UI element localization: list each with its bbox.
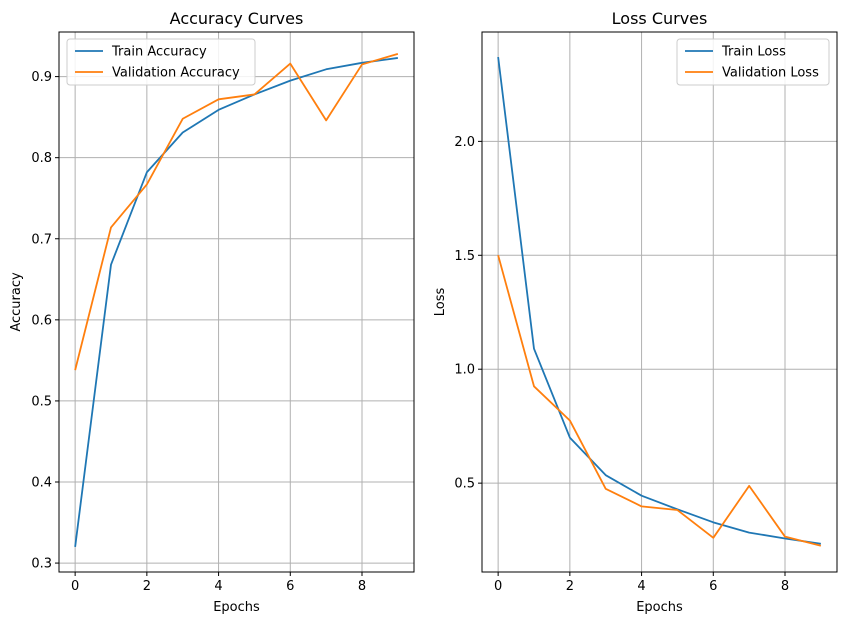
accuracy-y-tick-label: 0.7 (31, 232, 52, 247)
accuracy-x-tick-label: 8 (358, 579, 366, 594)
loss-y-tick-label: 1.0 (454, 363, 475, 378)
loss-x-tick-label: 4 (637, 579, 645, 594)
accuracy-y-tick-label: 0.9 (31, 70, 52, 85)
accuracy-x-axis-label: Epochs (213, 600, 260, 615)
loss-x-axis-label: Epochs (636, 600, 683, 615)
loss-x-tick-label: 8 (781, 579, 789, 594)
accuracy-series-line-train (74, 57, 398, 547)
loss-legend-label: Train Loss (721, 45, 786, 60)
loss-x-tick-label: 0 (494, 579, 502, 594)
accuracy-legend: Train Accuracy Validation Accuracy (66, 38, 256, 86)
accuracy-x-tick-label: 0 (71, 579, 79, 594)
loss-legend: Train Loss Validation Loss (676, 38, 830, 86)
loss-y-tick-label: 1.5 (454, 249, 475, 264)
loss-chart: Loss Curves Epochs Loss 0 2 4 6 8 0.5 1.0 1.5 2.… (433, 9, 838, 615)
accuracy-y-tick-label: 0.8 (31, 151, 52, 166)
accuracy-series-line-validation (74, 53, 399, 371)
accuracy-plot-frame (58, 31, 415, 573)
accuracy-legend-box (66, 38, 256, 86)
loss-legend-box (676, 38, 830, 86)
accuracy-x-tick-label: 2 (143, 579, 151, 594)
accuracy-y-tick-label: 0.4 (31, 476, 52, 491)
accuracy-legend-label: Train Accuracy (111, 45, 207, 60)
accuracy-y-tick-label: 0.3 (31, 557, 52, 572)
accuracy-legend-label: Validation Accuracy (112, 66, 240, 81)
loss-plot-frame (481, 31, 838, 573)
accuracy-y-tick-label: 0.5 (31, 394, 52, 409)
loss-grid (482, 32, 837, 572)
accuracy-y-tick-label: 0.6 (31, 313, 52, 328)
loss-chart-title: Loss Curves (612, 9, 708, 28)
loss-y-axis-label: Loss (433, 288, 448, 317)
loss-y-tick-label: 2.0 (454, 135, 475, 150)
loss-series-line-train (497, 56, 821, 545)
loss-x-tick-label: 6 (709, 579, 717, 594)
loss-series-line-validation (497, 255, 822, 547)
accuracy-y-axis-label: Accuracy (9, 272, 24, 332)
loss-legend-label: Validation Loss (722, 66, 819, 81)
loss-x-tick-label: 2 (566, 579, 574, 594)
accuracy-grid (59, 32, 414, 572)
accuracy-chart-title: Accuracy Curves (170, 9, 304, 28)
accuracy-x-tick-label: 4 (214, 579, 222, 594)
loss-y-tick-label: 0.5 (454, 477, 475, 492)
accuracy-chart: Accuracy Curves Epochs Accuracy 0 2 4 6 8 0.3… (9, 9, 415, 615)
accuracy-x-tick-label: 6 (286, 579, 294, 594)
